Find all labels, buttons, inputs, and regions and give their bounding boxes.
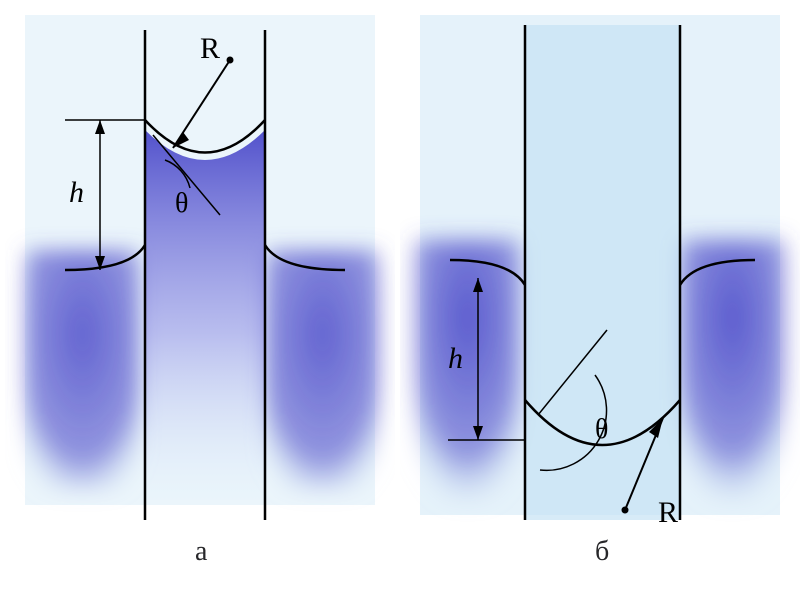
radius-origin-dot-a	[227, 57, 234, 64]
label-h-a: h	[69, 176, 84, 209]
figure: R θ h а	[0, 0, 800, 600]
label-R-a: R	[200, 32, 220, 65]
panel-a: R θ h а	[5, 0, 395, 580]
caption-b: б	[595, 536, 609, 567]
inner-liquid-column	[145, 130, 265, 500]
label-h-b: h	[448, 342, 463, 375]
outer-liquid-left	[25, 250, 140, 490]
label-theta-b: θ	[595, 414, 608, 445]
label-R-b: R	[658, 496, 678, 529]
outer-liquid-left-b	[415, 240, 520, 500]
caption-a: а	[195, 536, 208, 567]
label-theta-a: θ	[175, 188, 188, 219]
panel-b: R θ h б	[400, 0, 800, 580]
outer-liquid-right-b	[680, 240, 785, 500]
outer-liquid-right	[265, 250, 380, 490]
radius-origin-dot-b	[622, 507, 629, 514]
